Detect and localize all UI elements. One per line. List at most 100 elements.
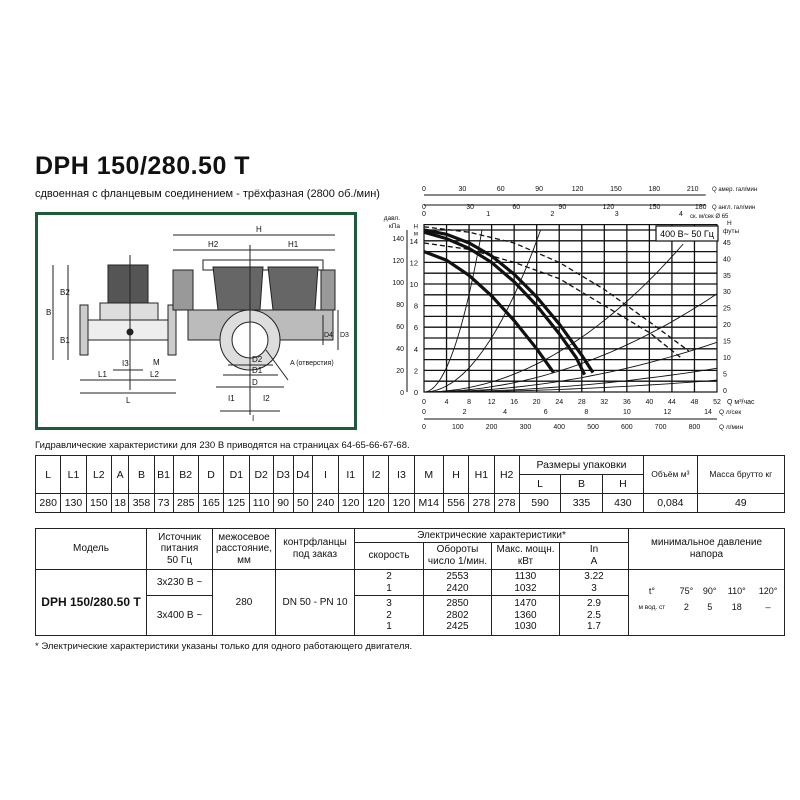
lps-tick-label: 8	[584, 409, 588, 416]
x-tick-label: 8	[467, 399, 471, 406]
y-m-tick-label: 8	[414, 302, 418, 311]
dim-header-i1: I1	[337, 455, 364, 494]
y-ft-tick-label: 15	[723, 339, 731, 346]
top-axis-label-velocity: ск. м/сек Ø 65	[690, 214, 729, 220]
dim-value: 358	[128, 493, 155, 513]
y-ft-tick-label: 5	[723, 372, 727, 379]
y-ft-tick-label: 10	[723, 355, 731, 362]
electrical-header-row: Модель Источник питания 50 Гц межосевое рас…	[35, 528, 785, 570]
header-source: Источник питания 50 Гц	[146, 528, 213, 570]
chart-axes: 0 4 8 12 16 20 24 28 32 36 40 44 48 5202468101214Hм02…	[384, 186, 757, 431]
power-230: 1130 1032	[491, 568, 560, 597]
lpm-tick-label: 300	[520, 424, 532, 431]
pump-curve	[423, 250, 555, 374]
label-B2: B2	[60, 288, 70, 297]
dim-header-h: H	[442, 455, 470, 494]
top-axis-label-imp-gal: Q англ. гал/мин	[712, 205, 755, 211]
top-axis-tick-label: 0	[422, 211, 426, 218]
power-400: 1470 1360 1030	[491, 595, 560, 636]
top-axis-tick-label: 90	[558, 204, 566, 211]
top-axis-tick-label: 180	[648, 186, 660, 193]
source-400: 3x400 В ~	[146, 595, 213, 636]
label-H1: H1	[288, 240, 299, 249]
dim-header-h2: H2	[493, 455, 520, 494]
lps-tick-label: 0	[422, 409, 426, 416]
dim-header-i: I	[312, 455, 339, 494]
label-A: A (отверстия)	[290, 360, 334, 367]
x-tick-label: 32	[600, 399, 608, 406]
top-axis-tick-label: 1	[486, 211, 490, 218]
label-I1: I1	[228, 394, 235, 403]
header-model: Модель	[35, 528, 147, 570]
dim-value: 73	[153, 493, 174, 513]
lpm-tick-label: 0	[422, 424, 426, 431]
y-kpa-tick-label: 0	[400, 390, 404, 397]
electrical-table: Модель Источник питания 50 Гц межосевое рас…	[35, 528, 785, 637]
top-axis-tick-label: 150	[649, 204, 661, 211]
page-title: DPH 150/280.50 T	[35, 152, 251, 180]
lps-tick-label: 2	[463, 409, 467, 416]
dimensions-values-row: 280 130 150 18 358 73 285 165 125 110 90 50 240 120 12…	[34, 493, 786, 513]
y-ft-tick-label: 35	[723, 273, 731, 280]
dim-value: 50	[292, 493, 314, 513]
source-230: 3x230 В ~	[146, 568, 213, 597]
page-subtitle: сдвоенная с фланцевым соединением - трёх…	[35, 188, 380, 200]
header-flanges: контрфланцы под заказ	[275, 528, 355, 570]
lps-tick-label: 10	[623, 409, 631, 416]
y-kpa-tick-label: 140	[392, 236, 404, 243]
y-ft-tick-label: 25	[723, 306, 731, 313]
top-axis-tick-label: 180	[695, 204, 707, 211]
x-tick-label: 0	[422, 399, 426, 406]
dim-value: 49	[696, 493, 786, 513]
dim-header-d: D	[197, 455, 225, 494]
x-tick-label: 52	[713, 399, 721, 406]
label-H: H	[256, 225, 262, 234]
electrical-row-230: DPH 150/280.50 T 3x230 В ~ 280 DN 50 - P…	[35, 568, 785, 637]
label-I3: I3	[122, 359, 129, 368]
packaging-sub-h: H	[601, 474, 645, 494]
label-M: M	[153, 358, 160, 367]
y-m-label-h: H	[414, 225, 418, 231]
header-electrical: Электрические характеристики*	[354, 528, 629, 543]
header-rpm: Обороты число 1/мин.	[423, 541, 492, 570]
y-kpa-tick-label: 120	[392, 258, 404, 265]
label-B1: B1	[60, 336, 70, 345]
y-m-tick-label: 12	[410, 258, 418, 267]
top-axis-tick-label: 4	[679, 211, 683, 218]
lpm-tick-label: 100	[452, 424, 464, 431]
top-axis-tick-label: 150	[610, 186, 622, 193]
dim-header-l1: L1	[60, 455, 87, 494]
packaging-sub-b: B	[560, 474, 603, 494]
rpm-400: 2850 2802 2425	[423, 595, 492, 636]
top-axis-tick-label: 120	[572, 186, 584, 193]
chart-curves	[423, 226, 718, 393]
top-axis-tick-label: 60	[512, 204, 520, 211]
current-400: 2.9 2.5 1.7	[559, 595, 629, 636]
y-ft-tick-label: 0	[723, 388, 727, 395]
lpm-tick-label: 500	[587, 424, 599, 431]
y-ft-tick-label: 20	[723, 322, 731, 329]
y-m-tick-label: 4	[414, 345, 418, 354]
lpm-tick-label: 800	[689, 424, 701, 431]
x-tick-label: 4	[445, 399, 449, 406]
distance-value: 280	[212, 568, 276, 637]
dim-header-l: L	[34, 455, 62, 494]
model-name: DPH 150/280.50 T	[35, 568, 147, 637]
lps-tick-label: 14	[704, 409, 712, 416]
dim-header-l2: L2	[85, 455, 112, 494]
y-m-tick-label: 2	[414, 366, 418, 375]
y-ft-tick-label: 45	[723, 240, 731, 247]
dim-header-d1: D1	[223, 455, 250, 494]
dim-value: 110	[248, 493, 274, 513]
y-kpa-label: давл.	[384, 215, 401, 222]
dim-value: 240	[312, 493, 339, 513]
lpm-tick-label: 400	[553, 424, 565, 431]
dim-value: M14	[413, 493, 444, 513]
packaging-sub-l: L	[518, 474, 562, 494]
x-tick-label: 48	[691, 399, 699, 406]
top-axis-tick-label: 90	[535, 186, 543, 193]
label-H2: H2	[208, 240, 219, 249]
x-tick-label: 20	[533, 399, 541, 406]
x-tick-label: 16	[510, 399, 518, 406]
x-tick-label: 36	[623, 399, 631, 406]
